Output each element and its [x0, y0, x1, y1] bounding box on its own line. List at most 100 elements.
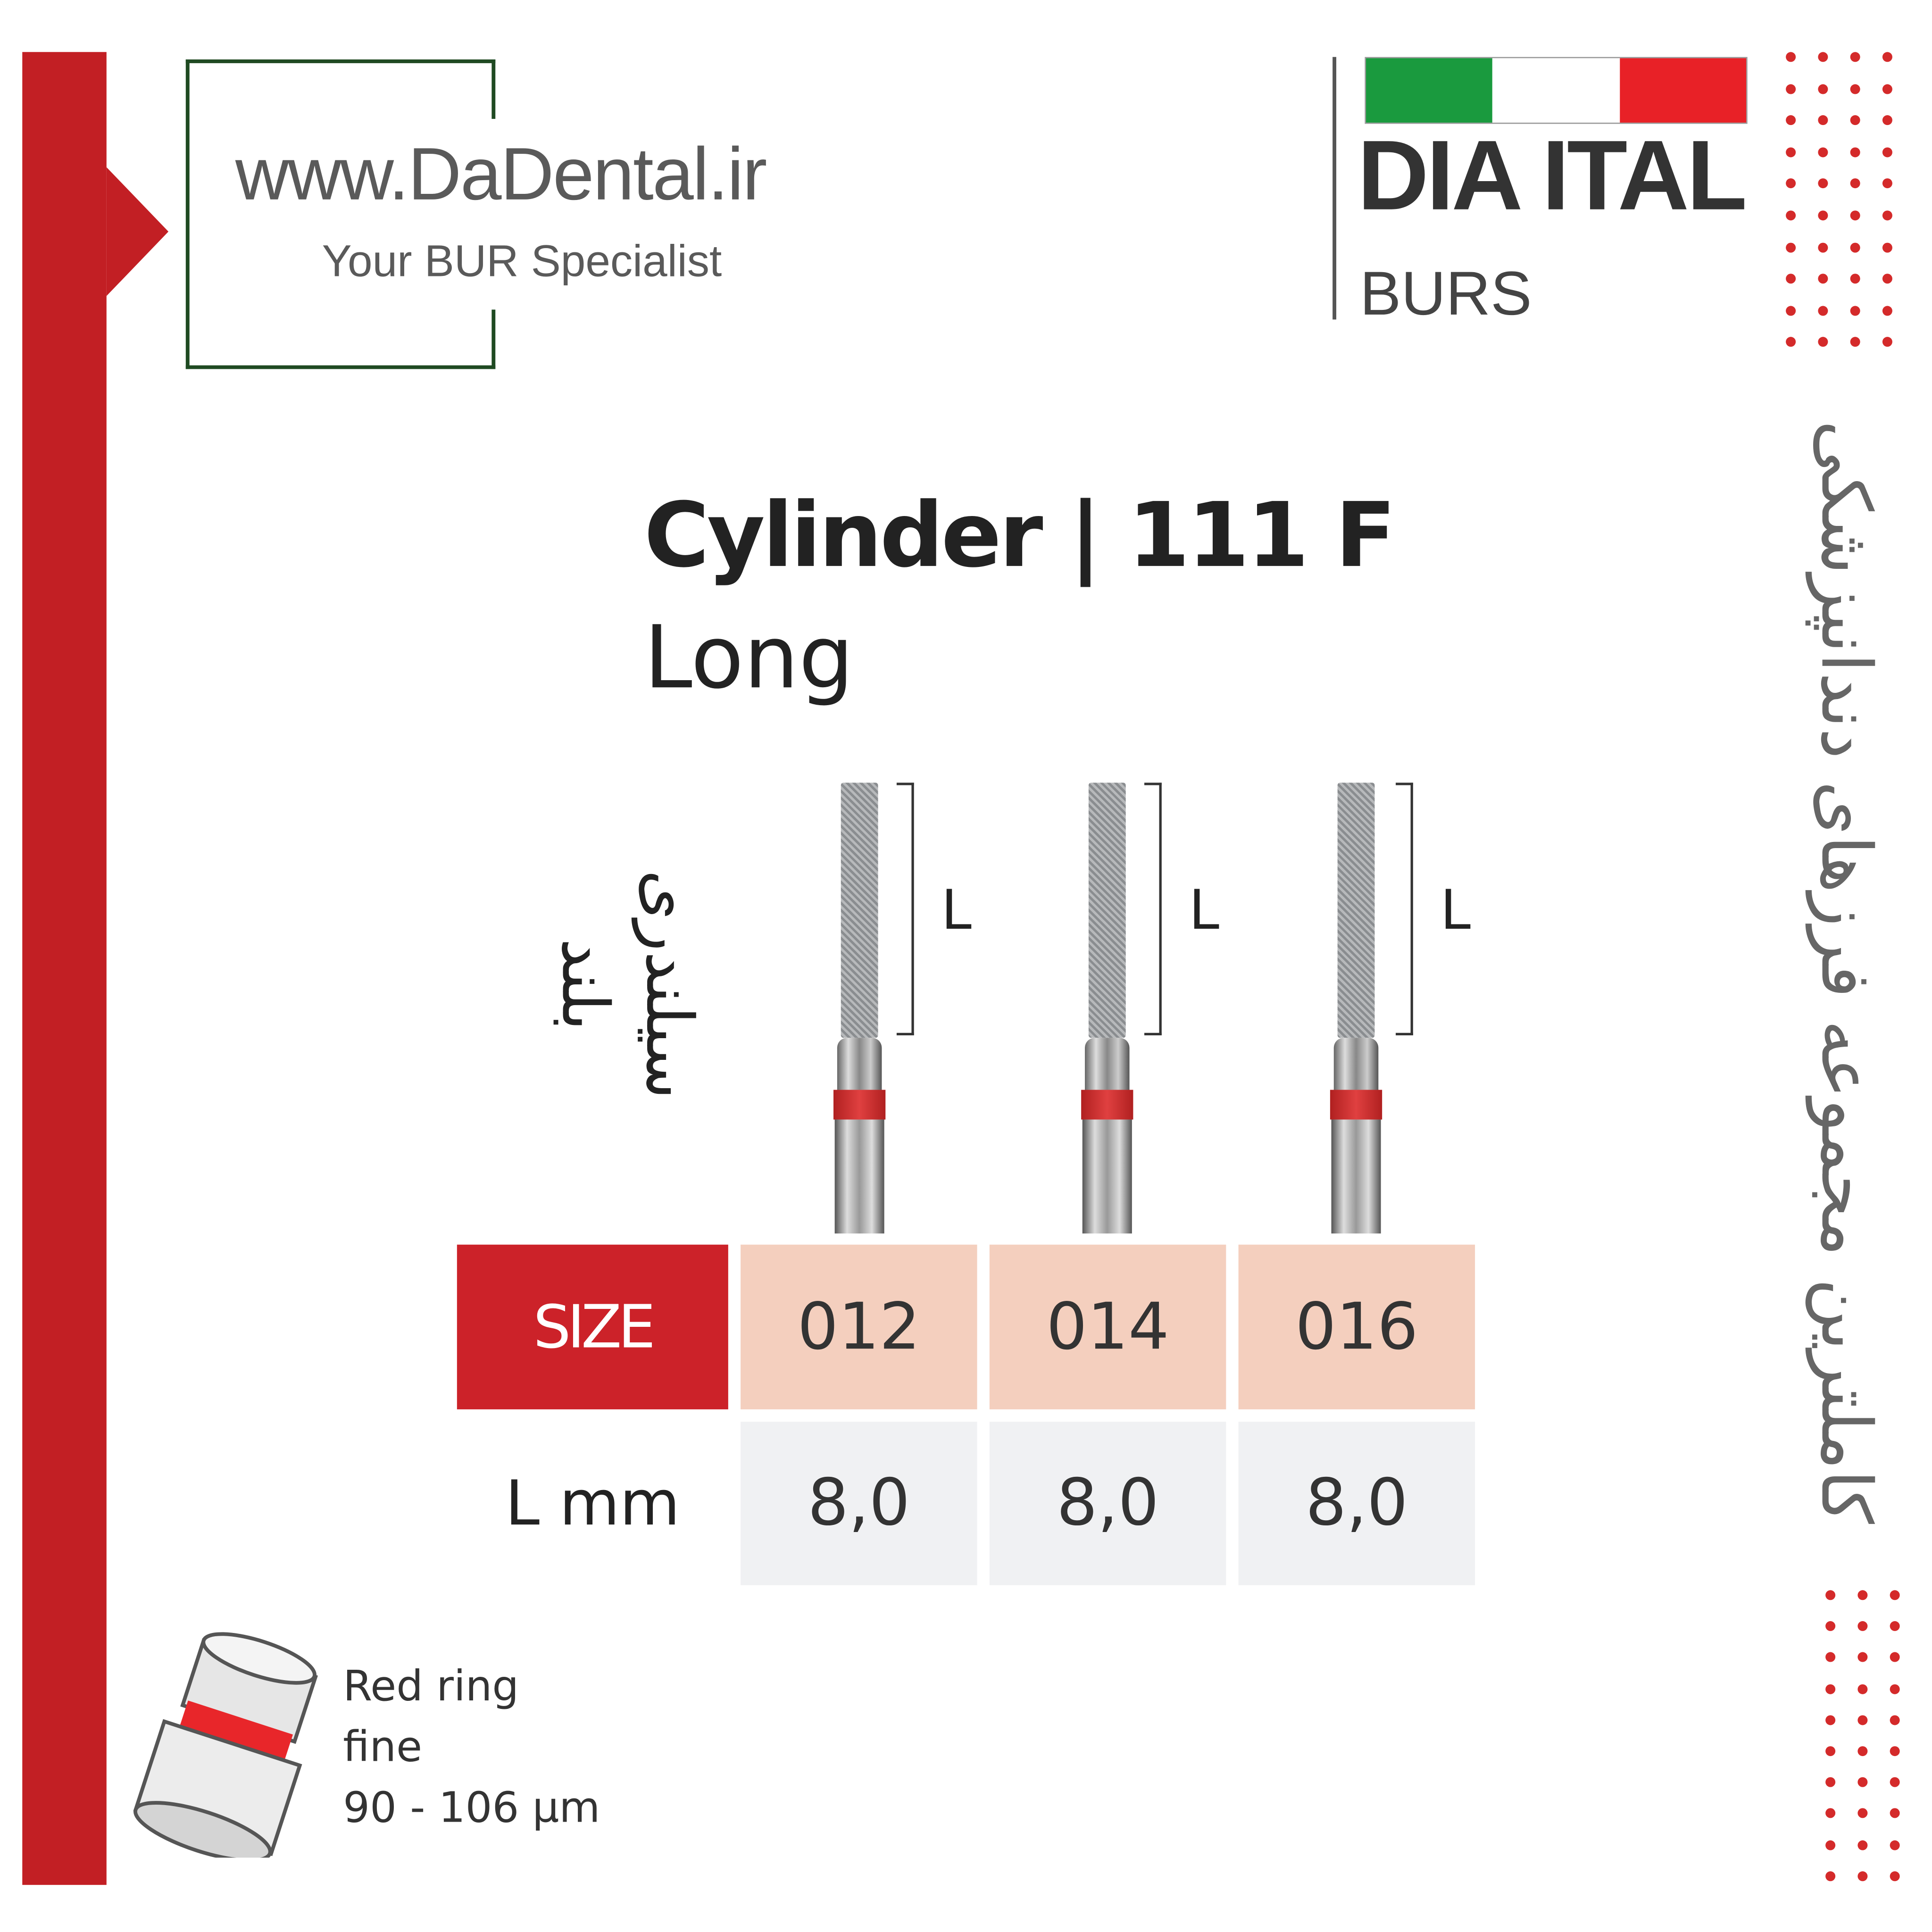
length-cell: 8,0: [989, 1422, 1226, 1585]
grit-grade: fine: [343, 1723, 423, 1773]
logo-frame-corner: [491, 59, 496, 119]
decor-dot: [1850, 337, 1860, 348]
length-label: L: [941, 879, 972, 943]
decor-dot: [1786, 242, 1796, 252]
decor-dot: [1786, 337, 1796, 348]
decor-dot: [1818, 52, 1828, 62]
size-cell: 012: [741, 1244, 977, 1409]
decor-dot: [1857, 1840, 1868, 1850]
decor-dot: [1890, 1840, 1900, 1850]
decor-dot: [1890, 1621, 1900, 1632]
decor-dot: [1890, 1777, 1900, 1788]
decor-dot: [1825, 1590, 1836, 1600]
length-header: L mm: [505, 1467, 680, 1540]
decor-dot: [1857, 1808, 1868, 1819]
grit-ring: Red ring: [343, 1662, 519, 1712]
decor-dot: [1786, 147, 1796, 157]
decor-dot: [1825, 1840, 1836, 1850]
decor-dot: [1825, 1621, 1836, 1632]
decor-dot: [1882, 115, 1892, 125]
product-subtitle: Long: [644, 607, 854, 708]
decor-dot: [1890, 1715, 1900, 1725]
product-title: Cylinder | 111 F: [644, 483, 1396, 587]
decor-dot: [1786, 305, 1796, 316]
length-cell: 8,0: [741, 1422, 977, 1585]
decor-dot: [1890, 1590, 1900, 1600]
decor-dot: [1786, 179, 1796, 189]
decor-dot: [1890, 1871, 1900, 1881]
decor-dot: [1890, 1746, 1900, 1757]
bur-image-016: [1319, 783, 1393, 1234]
grit-range: 90 - 106 µm: [343, 1783, 600, 1833]
decor-dot: [1857, 1621, 1868, 1632]
size-cell: 014: [989, 1244, 1226, 1409]
decor-dot: [1890, 1652, 1900, 1663]
decor-dot: [1825, 1871, 1836, 1881]
decor-dot: [1882, 83, 1892, 94]
decor-dot: [1857, 1871, 1868, 1881]
decor-dot: [1850, 210, 1860, 221]
logo-frame: [185, 59, 496, 369]
bur-image-012: [822, 783, 897, 1234]
size-cell: 016: [1238, 1244, 1475, 1409]
decor-dot: [1786, 115, 1796, 125]
bur-image-014: [1070, 783, 1145, 1234]
decor-dot: [1818, 274, 1828, 284]
length-cell: 8,0: [1238, 1422, 1475, 1585]
decor-dot: [1818, 210, 1828, 221]
logo-frame-corner: [491, 309, 496, 369]
italian-flag-icon: [1365, 57, 1748, 124]
decor-dot: [1882, 52, 1892, 62]
decor-dot: [1882, 210, 1892, 221]
decor-dot: [1850, 274, 1860, 284]
decor-dot: [1825, 1808, 1836, 1819]
brand-subtitle: BURS: [1359, 258, 1532, 328]
decor-dot: [1818, 242, 1828, 252]
decor-dot: [1818, 305, 1828, 316]
decor-dot: [1882, 242, 1892, 252]
decor-dot: [1850, 179, 1860, 189]
decor-dot: [1786, 210, 1796, 221]
decor-dot: [1825, 1746, 1836, 1757]
side-slogan: کاملترین مجموعه فرزهای دندانپزشکی: [1805, 420, 1886, 1524]
decor-dot: [1857, 1590, 1868, 1600]
decor-dot: [1882, 337, 1892, 348]
decor-dot: [1818, 179, 1828, 189]
decor-dot: [1882, 274, 1892, 284]
decor-dot: [1850, 52, 1860, 62]
tagline: Your BUR Specialist: [322, 235, 722, 286]
decor-dot: [1850, 305, 1860, 316]
decor-dot: [1825, 1777, 1836, 1788]
product-name-fa: سیلندری بلند: [541, 870, 709, 1099]
decor-dot: [1825, 1715, 1836, 1725]
length-bracket: [1396, 783, 1413, 1036]
brand-divider: [1332, 57, 1337, 320]
decor-dot: [1786, 52, 1796, 62]
decor-dot: [1825, 1683, 1836, 1694]
grit-info: Red ring fine 90 - 106 µm: [343, 1657, 600, 1839]
length-bracket: [1144, 783, 1162, 1036]
decor-dot: [1825, 1652, 1836, 1663]
decor-dot: [1786, 274, 1796, 284]
decor-dot: [1890, 1808, 1900, 1819]
website-link[interactable]: www.DaDental.ir: [235, 132, 767, 216]
red-side-bar: [22, 52, 107, 1885]
brand-name: DIA ITAL: [1357, 120, 1748, 231]
decor-dot: [1850, 115, 1860, 125]
red-arrow-marker: [106, 167, 169, 296]
product-name-fa-line2: بلند: [547, 938, 622, 1031]
decor-dot: [1857, 1652, 1868, 1663]
decor-dot: [1818, 115, 1828, 125]
decor-dot: [1850, 83, 1860, 94]
decor-dot: [1882, 147, 1892, 157]
decor-dot: [1857, 1715, 1868, 1725]
decor-dot: [1857, 1777, 1868, 1788]
decor-dot: [1882, 179, 1892, 189]
decor-dot: [1850, 242, 1860, 252]
decor-dot: [1818, 147, 1828, 157]
length-bracket: [896, 783, 914, 1036]
decor-dot: [1857, 1683, 1868, 1694]
length-label: L: [1440, 879, 1471, 943]
decor-dot: [1882, 305, 1892, 316]
